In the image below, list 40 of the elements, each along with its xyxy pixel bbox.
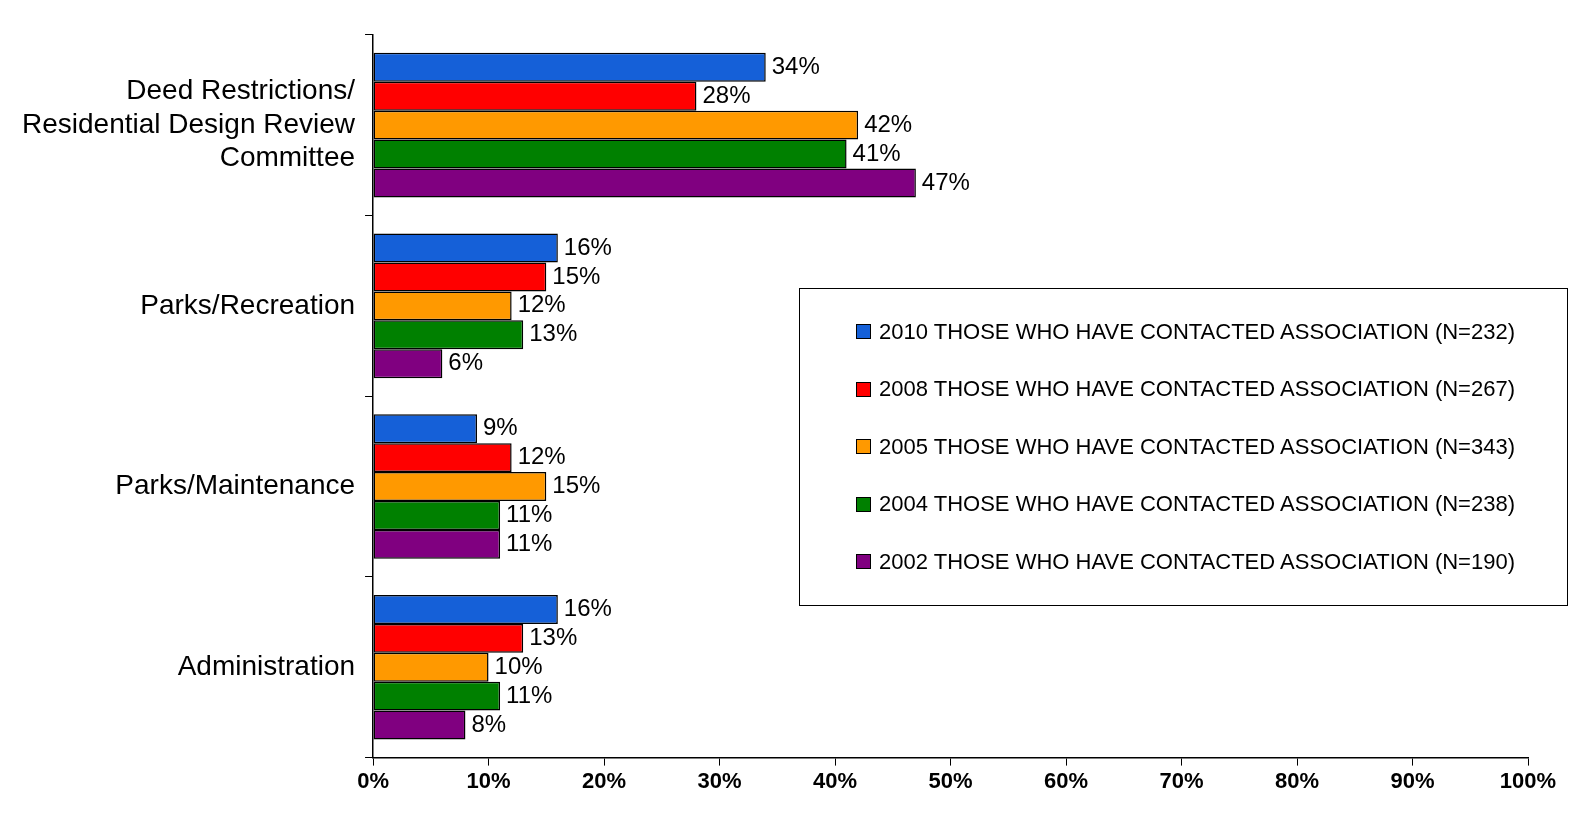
legend-label: 2010 THOSE WHO HAVE CONTACTED ASSOCIATION (N=232) <box>879 318 1515 345</box>
data-label: 13% <box>529 319 578 347</box>
data-label: 12% <box>517 442 566 470</box>
y-tick-label: Parks/Recreation <box>140 288 356 320</box>
x-tick-label: 10% <box>466 767 511 793</box>
x-tick-label: 40% <box>813 767 858 793</box>
data-label: 8% <box>471 709 507 737</box>
x-tick-label: 20% <box>582 767 627 793</box>
x-tick-label: 80% <box>1274 767 1320 793</box>
x-tick-label: 70% <box>1159 767 1204 793</box>
data-label: 10% <box>494 651 543 679</box>
data-label: 16% <box>563 232 612 260</box>
data-label: 16% <box>563 594 612 622</box>
x-tick-label: 50% <box>928 767 973 793</box>
y-tick-label: Parks/Maintenance <box>115 469 356 501</box>
legend-label: 2005 THOSE WHO HAVE CONTACTED ASSOCIATION (N=343) <box>879 433 1515 460</box>
x-tick-label: 0% <box>357 767 389 793</box>
x-tick-label: 60% <box>1044 767 1089 793</box>
data-label: 42% <box>864 109 913 137</box>
data-label: 47% <box>921 167 970 195</box>
data-label: 13% <box>529 622 578 650</box>
data-label: 15% <box>552 471 601 499</box>
x-tick-label: 30% <box>697 767 742 793</box>
x-tick-label: 90% <box>1390 767 1435 793</box>
data-label: 12% <box>517 290 566 318</box>
data-label: 9% <box>482 413 518 441</box>
legend-label: 2004 THOSE WHO HAVE CONTACTED ASSOCIATION (N=238) <box>879 491 1515 518</box>
legend-label: 2008 THOSE WHO HAVE CONTACTED ASSOCIATION (N=267) <box>879 376 1515 403</box>
data-label: 34% <box>771 51 820 79</box>
data-label: 11% <box>506 680 553 708</box>
legend-label: 2002 THOSE WHO HAVE CONTACTED ASSOCIATION (N=190) <box>879 548 1515 575</box>
data-label: 6% <box>448 348 484 376</box>
y-tick-label: Administration <box>177 649 356 681</box>
x-tick-label: 100% <box>1499 767 1557 793</box>
data-label: 11% <box>506 529 553 556</box>
data-label: 11% <box>506 500 553 528</box>
y-tick-label: Deed Restrictions/ Residential Design Review Committee <box>22 74 356 173</box>
data-label: 41% <box>852 138 901 166</box>
data-label: 28% <box>702 80 751 108</box>
data-label: 15% <box>552 261 601 289</box>
